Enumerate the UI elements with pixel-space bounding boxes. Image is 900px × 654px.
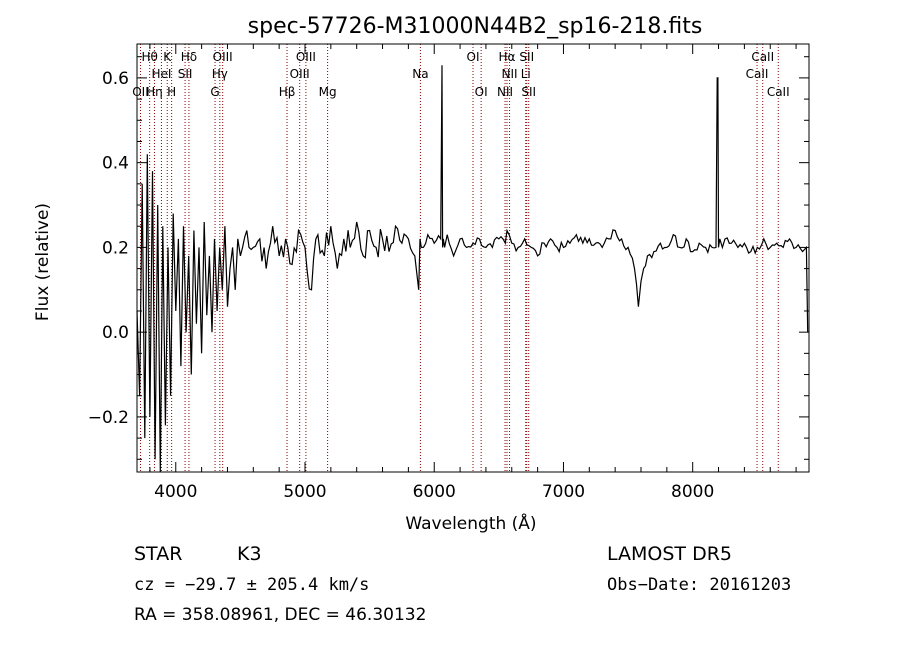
y-tick-label: 0.4	[102, 154, 129, 174]
spectrum-line	[136, 65, 809, 473]
line-marker-label-18: NII	[497, 85, 513, 99]
observation-date: Obs−Date: 20161203	[607, 575, 791, 595]
spectral-line-labels: OII Hθ Hη HeI K H Hδ SII G Hγ OIII Hβ OIII OIII Mg Na OI…	[132, 50, 789, 99]
line-marker-label-24: CaII	[746, 67, 769, 81]
line-marker-label-9: Hγ	[212, 67, 228, 81]
line-marker-label-10: OIII	[213, 50, 233, 64]
object-class: STAR	[134, 543, 182, 565]
line-marker-label-15: Na	[412, 67, 428, 81]
y-tick-label: −0.2	[88, 408, 129, 428]
y-tick-label: 0.2	[102, 238, 129, 258]
line-marker-label-0: OII	[132, 85, 149, 99]
x-tick-label: 7000	[542, 482, 585, 502]
y-axis-ticks: −0.2 0.0 0.2 0.4 0.6	[88, 56, 809, 460]
x-tick-label: 8000	[671, 482, 714, 502]
y-tick-label: 0.6	[102, 69, 129, 89]
line-marker-label-1: Hθ	[141, 50, 157, 64]
line-marker-label-19: Hα	[499, 50, 516, 64]
line-marker-label-22: Li	[521, 67, 531, 81]
line-marker-label-7: SII	[178, 67, 193, 81]
object-subclass: K3	[237, 543, 262, 565]
x-tick-label: 6000	[413, 482, 456, 502]
line-marker-label-17: OI	[475, 85, 488, 99]
x-axis-label: Wavelength (Å)	[405, 512, 536, 534]
x-tick-label: 5000	[283, 482, 326, 502]
chart-title: spec-57726-M31000N44B2_sp16-218.fits	[248, 14, 703, 39]
line-marker-label-12: OIII	[290, 67, 310, 81]
line-marker-label-6: Hδ	[181, 50, 197, 64]
line-marker-label-8: G	[210, 85, 219, 99]
y-axis-label: Flux (relative)	[33, 203, 53, 321]
line-marker-label-13: OIII	[296, 50, 316, 64]
plot-frame	[136, 43, 810, 473]
x-axis-ticks: 4000 5000 6000 7000 8000	[149, 44, 797, 502]
coordinates-readout: RA = 358.08961, DEC = 46.30132	[134, 605, 426, 625]
line-marker-label-3: HeI	[151, 67, 171, 81]
y-tick-label: 0.0	[102, 323, 129, 343]
x-tick-label: 4000	[154, 482, 197, 502]
line-marker-label-14: Mg	[319, 85, 337, 99]
line-marker-label-26: CaII	[767, 85, 790, 99]
line-marker-label-11: Hβ	[279, 85, 296, 99]
survey-name: LAMOST DR5	[607, 543, 732, 565]
redshift-readout: cz = −29.7 ± 205.4 km/s	[134, 575, 369, 595]
line-marker-label-2: Hη	[146, 85, 163, 99]
line-marker-label-21: SII	[519, 50, 534, 64]
line-marker-label-25: CaII	[751, 50, 774, 64]
line-marker-label-16: OI	[467, 50, 480, 64]
line-marker-label-5: H	[167, 85, 176, 99]
line-marker-label-23: SII	[521, 85, 536, 99]
line-marker-label-4: K	[163, 50, 172, 64]
line-marker-label-20: NII	[502, 67, 518, 81]
